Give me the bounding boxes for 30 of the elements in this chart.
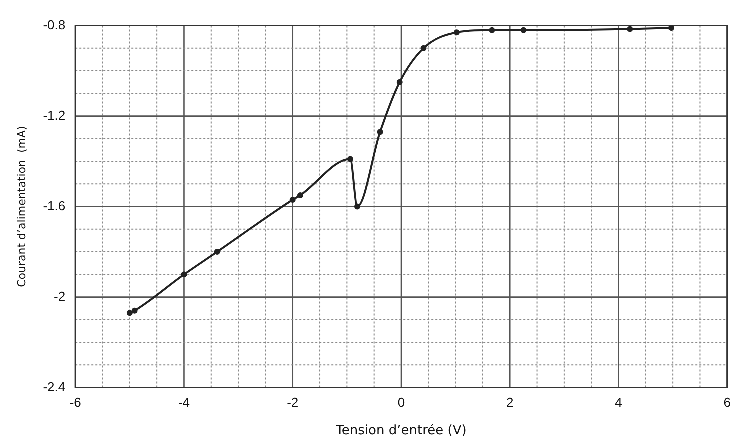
x-tick-label: 0 [398,395,406,410]
point [290,197,296,204]
x-tick-label: -4 [178,395,190,410]
point [354,204,360,210]
point [627,26,634,32]
x-tick-label: 6 [724,395,731,410]
y-tick-label: -2 [54,288,66,304]
y-axis-title: Courant d’alimentation (mA) [15,126,28,288]
point [132,308,138,314]
point [181,272,188,278]
x-tick-label: 2 [506,395,514,410]
y-tick-label: -0.8 [43,17,66,32]
point [489,27,496,34]
point [347,156,354,162]
point [454,30,460,36]
y-tick-label: -2.4 [43,379,66,394]
y-tick-label: -1.2 [43,108,66,123]
point [377,129,384,136]
point [668,26,674,32]
x-tick-label: -6 [70,395,82,410]
point [420,45,427,52]
point [520,27,527,34]
x-axis-title: Tension d’entrée (V) [335,424,467,439]
point [214,249,220,256]
x-tick-label: 4 [615,395,622,410]
point [396,79,403,86]
point [126,310,133,316]
x-tick-label: -2 [287,395,299,410]
point [297,192,304,198]
y-tick-label: -1.6 [43,198,66,214]
